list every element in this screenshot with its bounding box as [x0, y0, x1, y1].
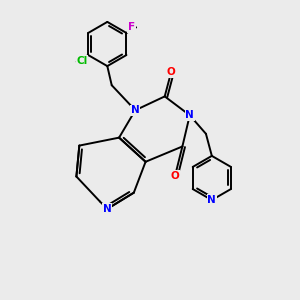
Text: F: F: [128, 22, 135, 32]
Text: N: N: [208, 195, 216, 205]
Text: Cl: Cl: [76, 56, 88, 66]
Text: O: O: [167, 67, 176, 77]
Text: N: N: [103, 204, 112, 214]
Text: N: N: [131, 105, 140, 115]
Text: N: N: [185, 110, 194, 120]
Text: O: O: [171, 171, 179, 181]
